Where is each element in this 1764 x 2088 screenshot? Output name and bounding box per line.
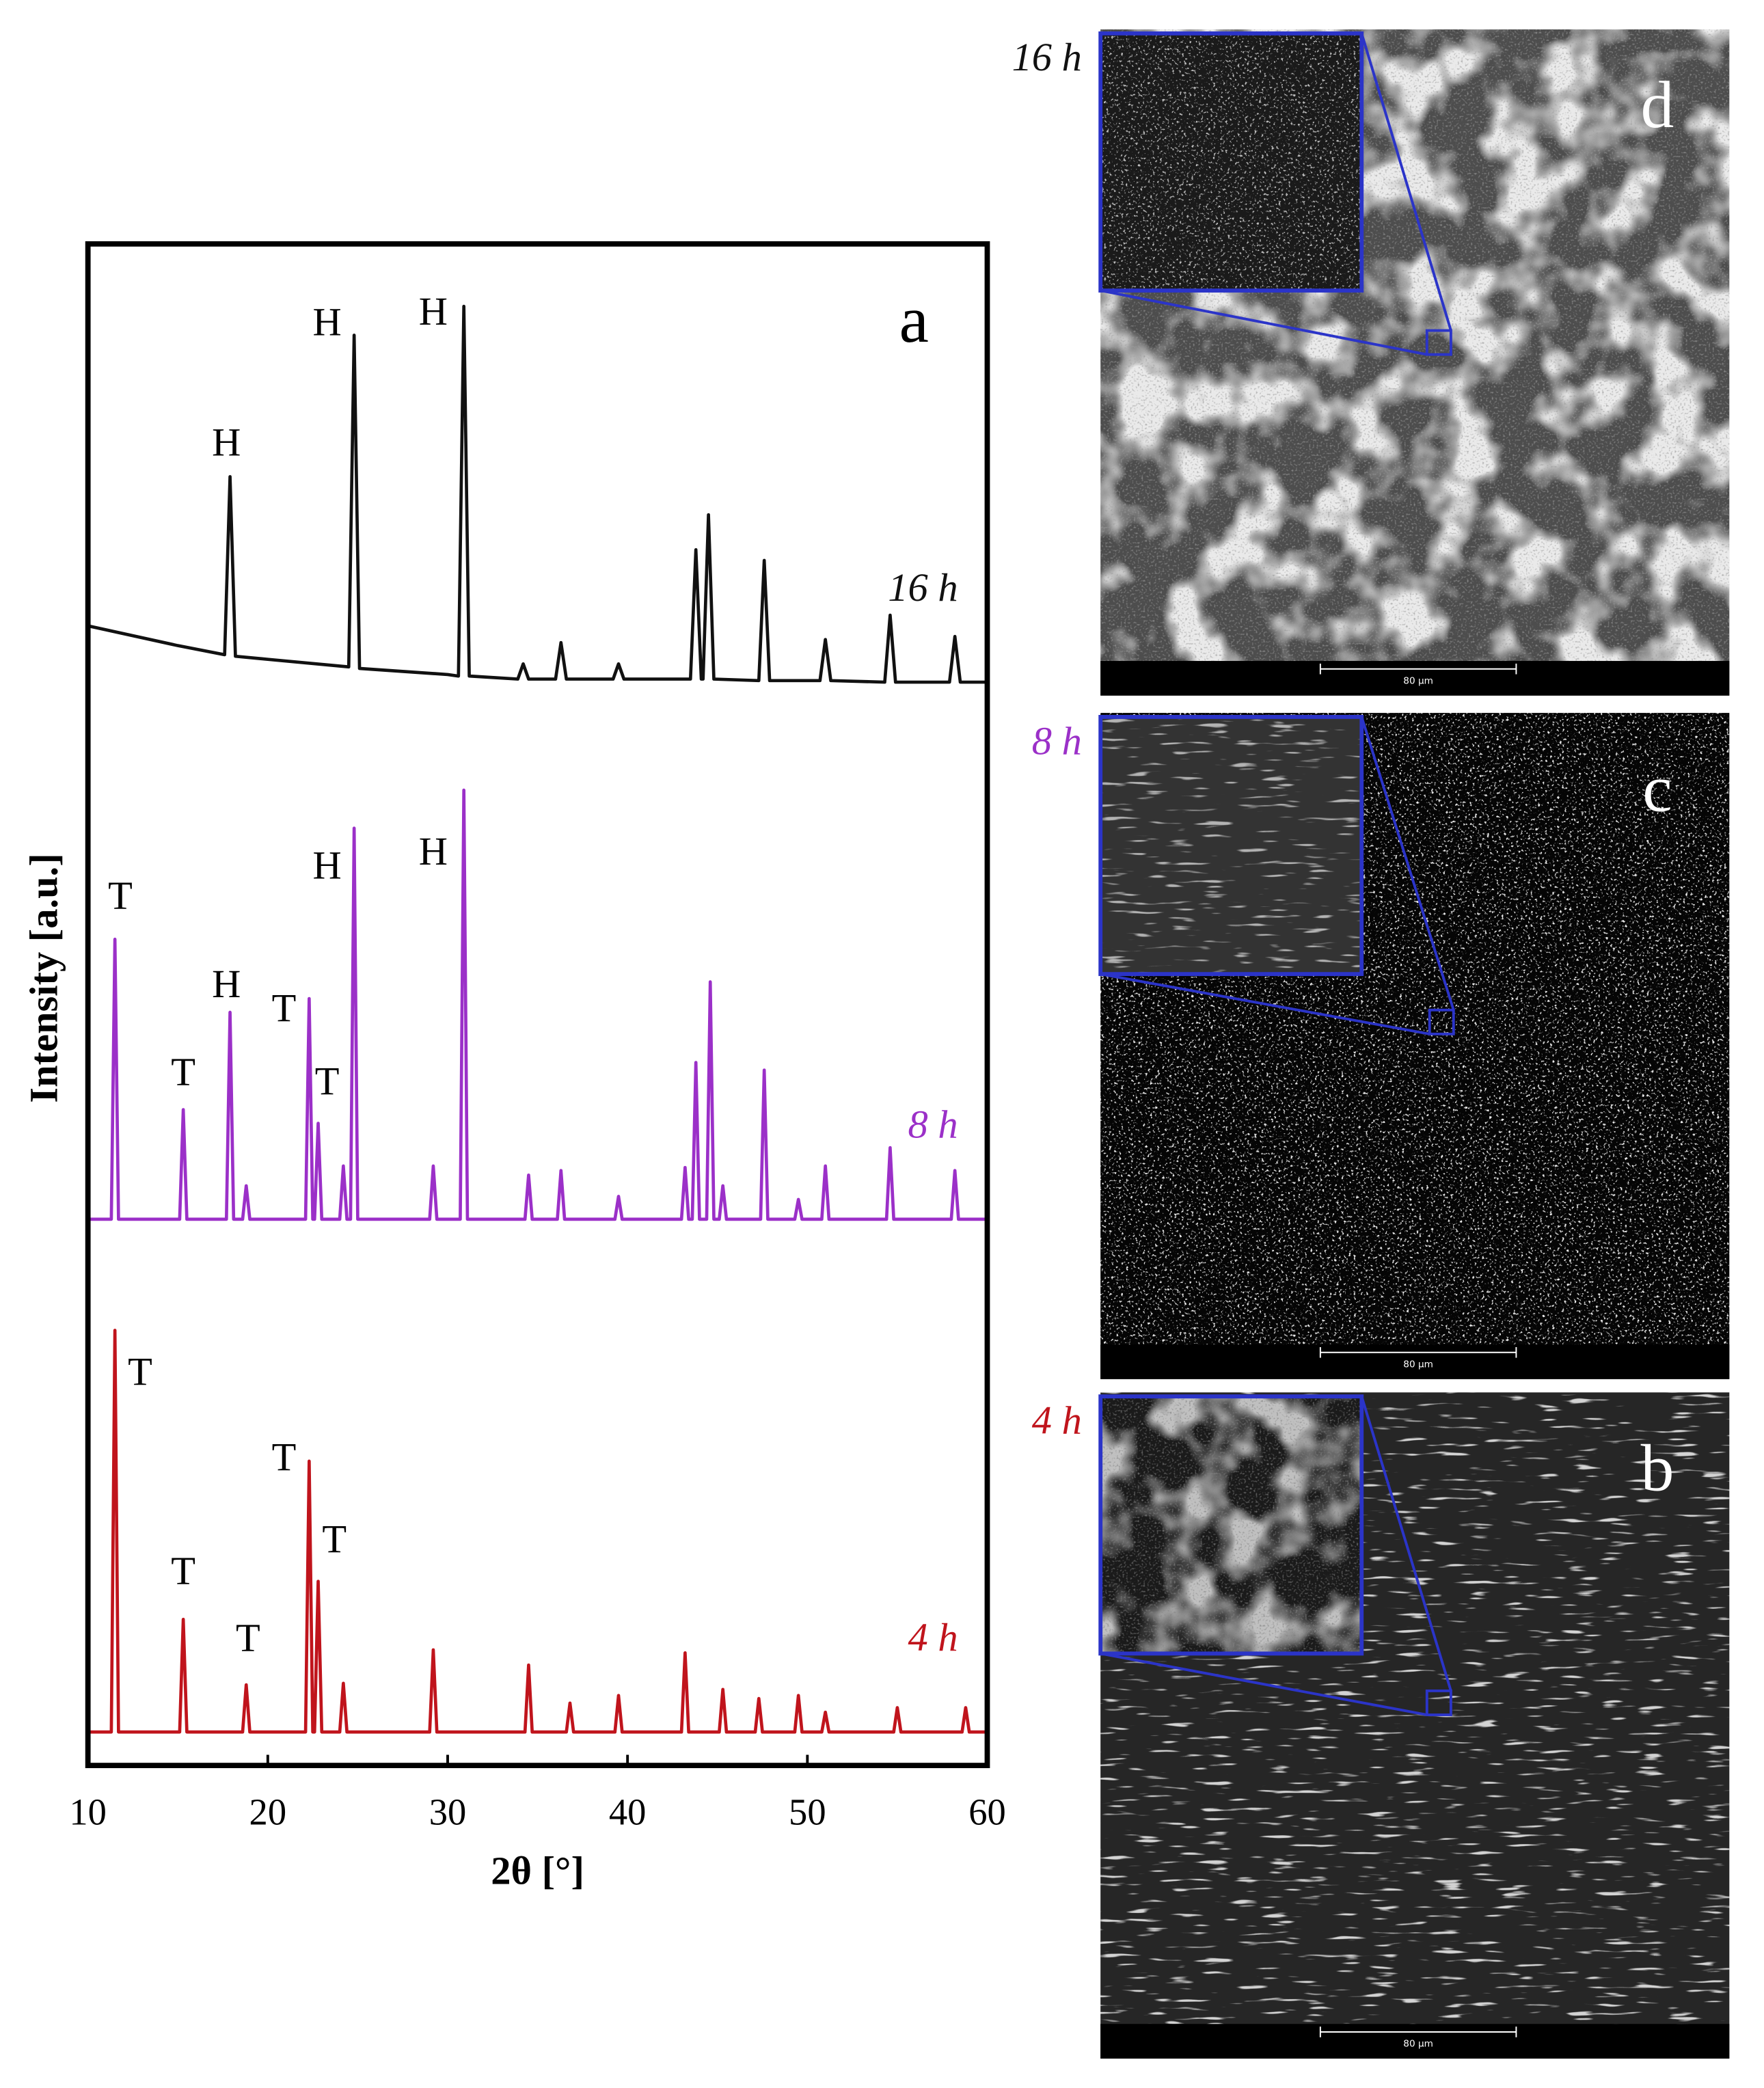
peak-annotation: T [171,1549,195,1593]
panel-label: b [1641,1431,1674,1505]
zoom-line [1100,973,1430,1035]
inset-frame [1098,1394,1364,1656]
peak-annotation: T [108,873,133,918]
info-bar [1100,2024,1730,2059]
series-label: 16 h [888,565,958,610]
time-label: 8 h [1032,718,1082,763]
peak-annotation: T [272,986,297,1031]
y-axis-label: Intensity [a.u.] [22,853,66,1102]
scale-bar-label: 80 µm [1403,675,1433,686]
x-tick-label: 10 [69,1791,107,1833]
xrd-pattern [87,788,988,1221]
peak-annotation: H [419,289,448,334]
panel-label: c [1642,752,1672,826]
plot-frame [85,241,990,1768]
panel-label: a [899,283,929,357]
x-tick-label: 20 [249,1791,287,1833]
x-tick-label: 40 [609,1791,647,1833]
time-label: 16 h [1012,35,1082,79]
zoom-line [1100,1652,1428,1716]
peak-annotation: T [171,1050,195,1094]
peak-annotation: T [272,1435,297,1479]
zoom-box [1425,329,1452,356]
micrograph: 80 µm c 8 h [1032,713,1730,1379]
x-tick-label: 50 [789,1791,826,1833]
peak-annotation: H [313,843,342,887]
zoom-line [1360,33,1452,331]
peak-annotation: T [128,1350,152,1394]
inset-texture [1100,33,1362,291]
series-label: 8 h [908,1102,958,1147]
micrograph: 80 µm d 16 h [1012,29,1730,696]
peak-annotation: H [212,962,241,1006]
inset-texture [1100,716,1362,975]
xrd-pattern [87,1329,988,1734]
time-label: 4 h [1032,1398,1082,1442]
zoom-line [1360,716,1455,1011]
peak-annotation: H [419,829,448,873]
inset-frame [1098,31,1364,293]
peak-annotation: T [315,1059,340,1103]
info-bar [1100,661,1730,696]
series-label: 4 h [908,1615,958,1659]
peak-annotation: H [313,300,342,344]
xrd-pattern [87,304,988,684]
peak-annotation: T [322,1517,347,1561]
peak-annotation: T [236,1616,260,1660]
zoom-box [1425,1689,1452,1716]
x-axis-label: 2θ [°] [491,1848,584,1893]
peak-annotation: H [212,420,241,464]
panel-label: d [1641,68,1674,142]
inset-texture [1100,1396,1362,1654]
x-tick-label: 30 [429,1791,467,1833]
scale-bar-label: 80 µm [1403,2039,1433,2050]
scale-bar-label: 80 µm [1403,1359,1433,1370]
info-bar [1100,1344,1730,1379]
micrograph: 80 µm b 4 h [1032,1392,1730,2059]
inset-frame [1098,714,1364,977]
zoom-line [1100,289,1428,356]
zoom-box [1428,1008,1455,1035]
zoom-line [1360,1396,1452,1692]
x-tick-label: 60 [968,1791,1006,1833]
